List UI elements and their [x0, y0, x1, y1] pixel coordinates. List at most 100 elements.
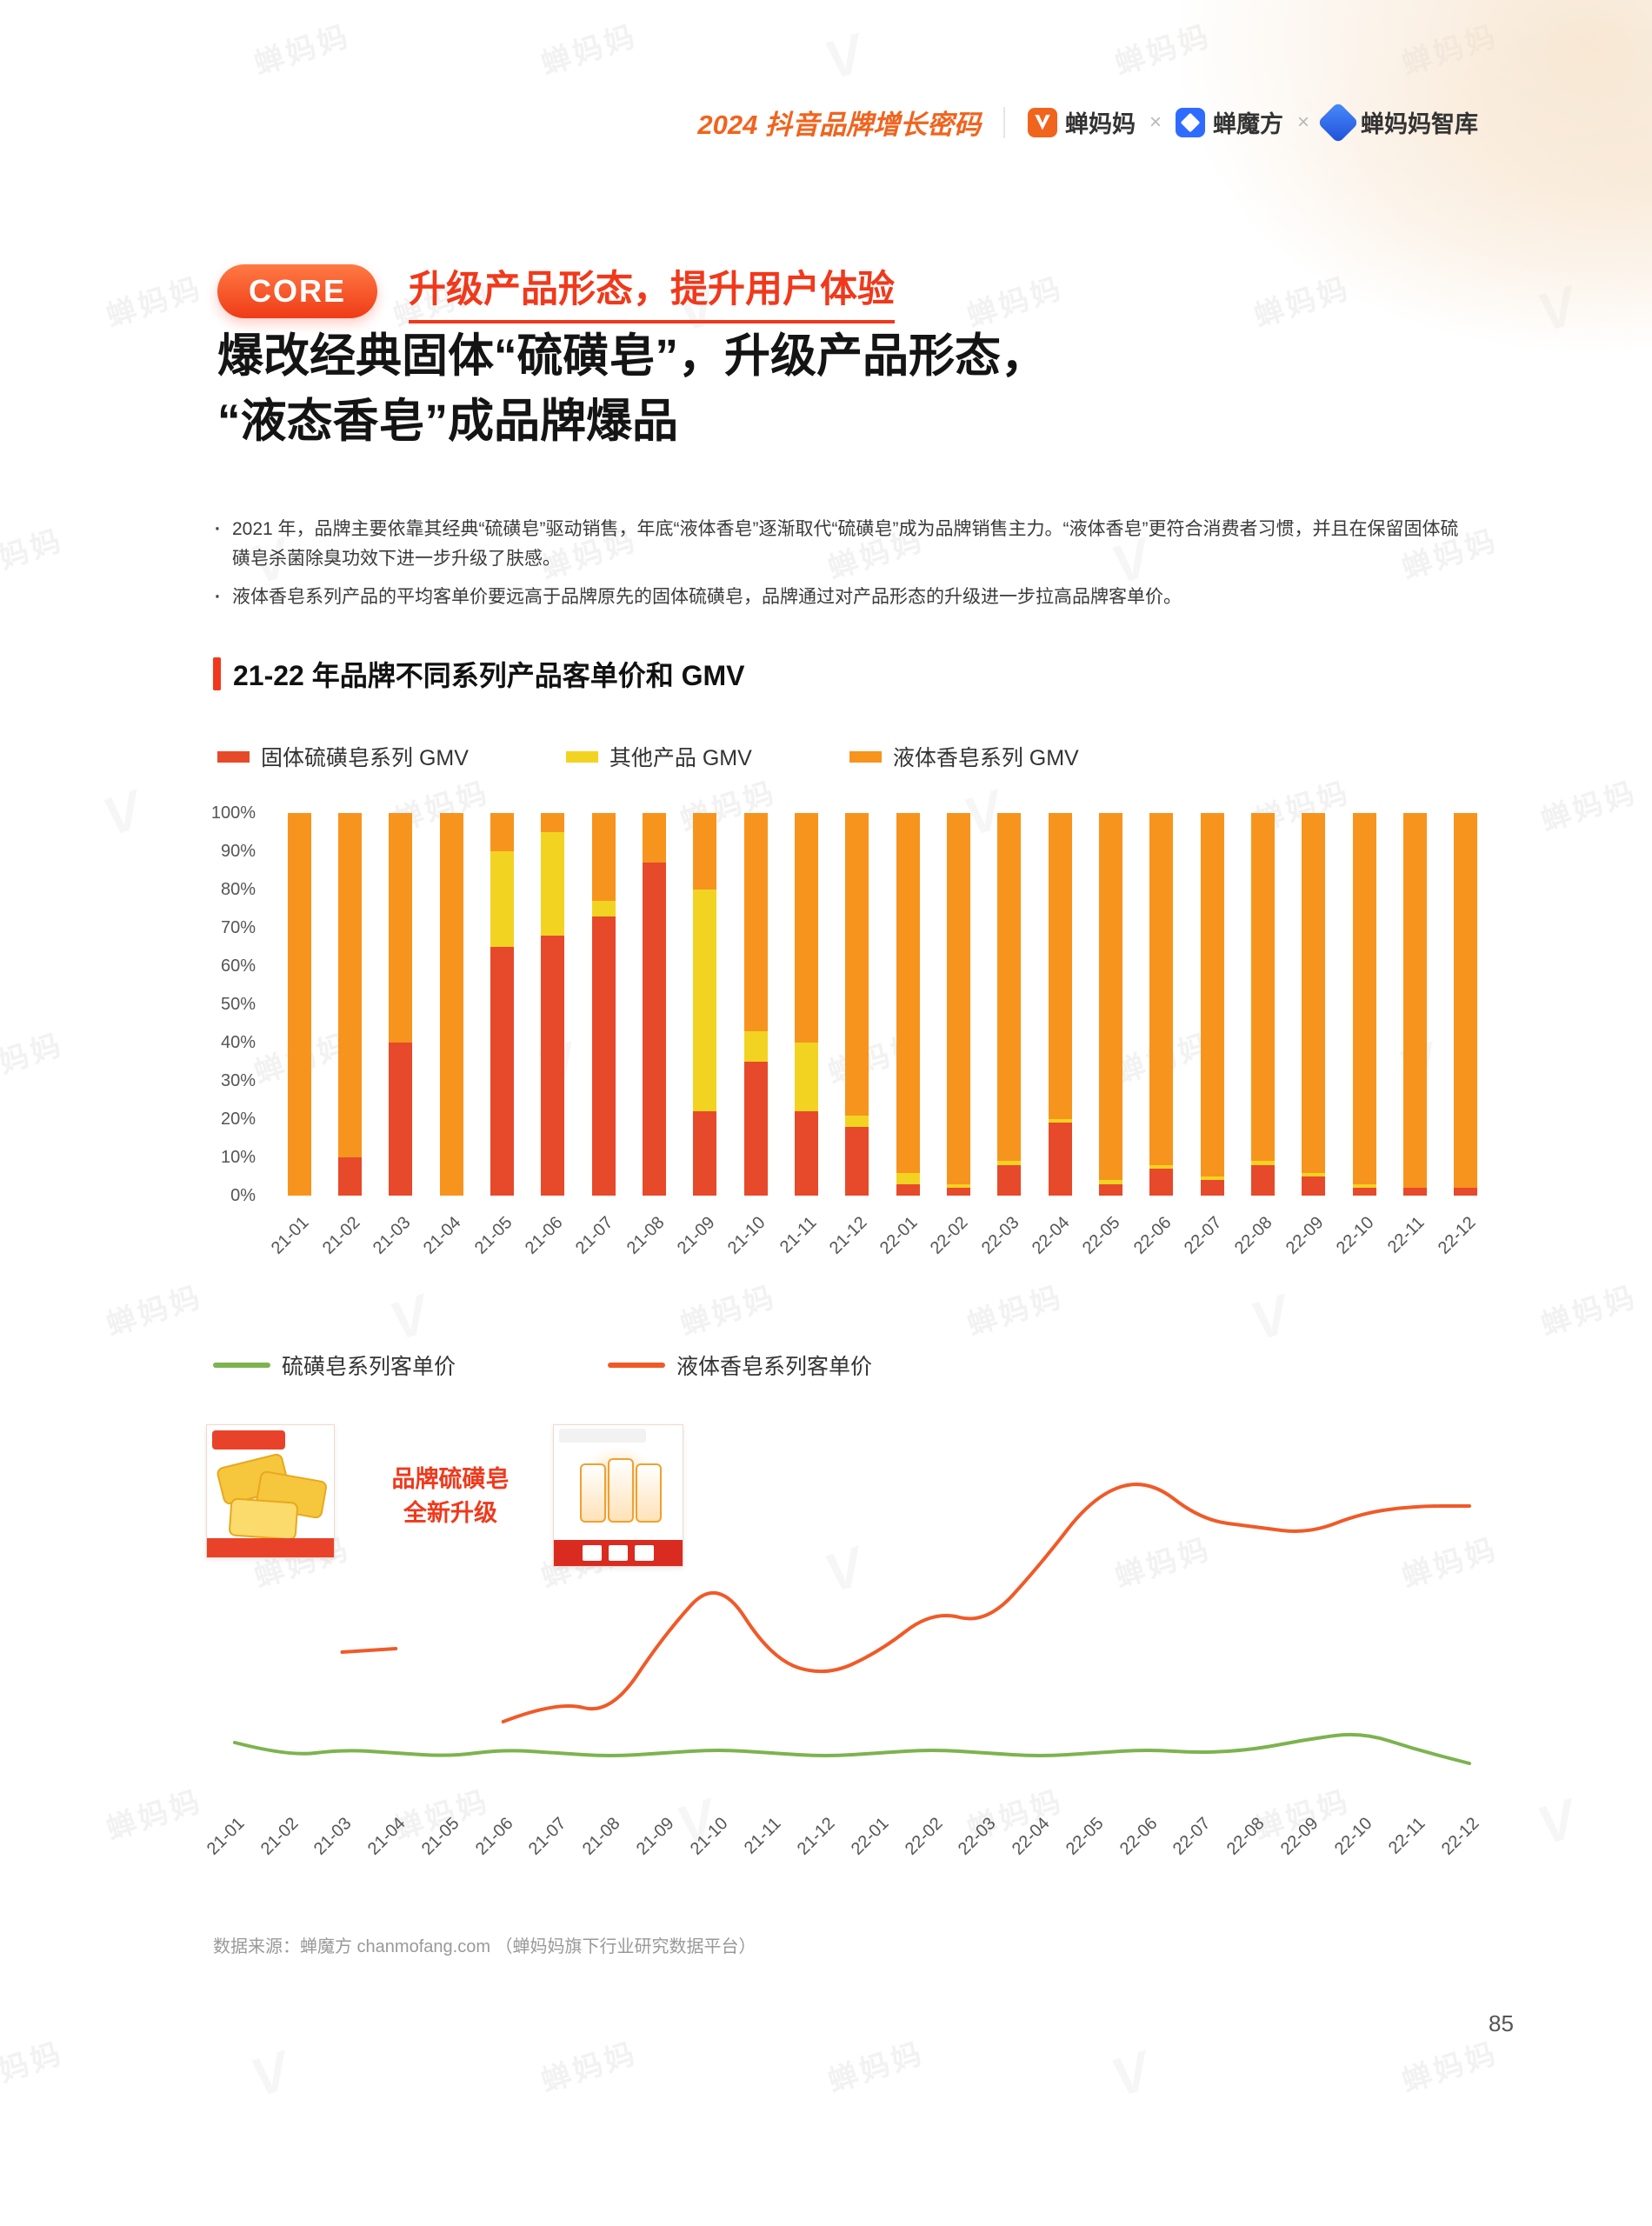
- stacked-bar-22-12: [1454, 813, 1478, 1196]
- x-tick: 22-11: [1384, 1213, 1429, 1257]
- x-tick: 21-02: [318, 1213, 364, 1258]
- x-tick: 21-12: [793, 1814, 839, 1859]
- bar-segment: [591, 916, 616, 1196]
- report-title: 2024 抖音品牌增长密码: [697, 110, 981, 140]
- line-chart-x-axis: 21-01 21-02 21-03 21-04 21-05 21-06 21-07 21-08…: [130, 1807, 1522, 1894]
- bottle-shape: [580, 1463, 606, 1523]
- y-tick: 80%: [220, 880, 256, 899]
- bar-segment: [743, 1030, 768, 1062]
- x-tick: 21-09: [673, 1213, 719, 1258]
- bar-segment: [794, 1111, 818, 1196]
- x-tick: 22-08: [1222, 1814, 1269, 1859]
- bar-segment: [794, 1043, 818, 1112]
- bottle-shape: [636, 1463, 662, 1523]
- watermark: 蝉妈妈: [103, 271, 208, 334]
- bar-slot: [933, 813, 983, 1196]
- bar-segment: [1200, 813, 1224, 1177]
- bar-segment: [997, 1161, 1022, 1165]
- bar-segment: [1352, 813, 1376, 1184]
- watermark: 蝉妈妈: [103, 1280, 208, 1343]
- bar-segment: [845, 813, 869, 1116]
- bar-segment: [743, 813, 768, 1031]
- x-tick: 22-10: [1330, 1814, 1376, 1859]
- bar-segment: [794, 813, 818, 1043]
- page-title: 爆改经典固体“硫磺皂”，升级产品形态， “液态香皂”成品牌爆品: [217, 323, 1047, 455]
- promo-footer-strip: [207, 1538, 334, 1557]
- upgrade-annotation-line2: 全新升级: [403, 1500, 497, 1527]
- stacked-bar-22-05: [1098, 813, 1122, 1196]
- bar-segment: [1250, 813, 1275, 1162]
- legend-label: 液体香皂系列 GMV: [892, 746, 1079, 770]
- bar-slot: [274, 813, 324, 1196]
- bar-segment: [389, 1043, 413, 1196]
- bar-slot: [1187, 813, 1237, 1196]
- bar-segment: [1402, 1188, 1427, 1196]
- legend-label: 液体香皂系列客单价: [676, 1355, 873, 1379]
- legend-label: 固体硫磺皂系列 GMV: [261, 746, 469, 770]
- watermark: V: [1104, 2039, 1161, 2109]
- x-tick: 21-10: [723, 1213, 769, 1258]
- watermark: V: [0, 1535, 13, 1605]
- legend-item: 液体香皂系列 GMV: [849, 741, 1079, 772]
- promo-header-strip: [559, 1429, 646, 1443]
- x-tick: 22-03: [955, 1814, 1000, 1859]
- bar-segment: [896, 1172, 920, 1184]
- page-title-line1: 爆改经典固体“硫磺皂”，升级产品形态，: [217, 330, 1047, 382]
- x-tick: 22-05: [1062, 1814, 1108, 1859]
- bar-segment: [693, 1111, 717, 1196]
- price-line-series-1: [340, 1647, 398, 1654]
- bar-segment: [1250, 1161, 1275, 1165]
- legend-item: 硫磺皂系列客单价: [213, 1350, 456, 1381]
- x-tick: 21-01: [268, 1213, 313, 1258]
- bar-segment: [642, 863, 666, 1196]
- bar-slot: [832, 813, 883, 1196]
- bar-segment: [997, 1164, 1022, 1196]
- upgrade-annotation: 品牌硫磺皂 全新升级: [363, 1463, 537, 1530]
- watermark: 蝉妈妈: [537, 2036, 643, 2099]
- bar-slot: [528, 813, 578, 1196]
- promo-chip: [635, 1545, 654, 1561]
- legend-swatch: [849, 750, 882, 763]
- core-badge: CORE: [217, 264, 378, 318]
- bar-segment: [389, 813, 413, 1043]
- bar-segment: [1048, 1123, 1072, 1196]
- brand-chanmofang: 蝉魔方: [1175, 105, 1283, 139]
- bullet-list: 2021 年，品牌主要依靠其经典“硫磺皂”驱动销售，年底“液体香皂”逐渐取代“硫…: [213, 515, 1474, 621]
- bar-segment: [1048, 1119, 1072, 1123]
- x-tick: 21-07: [525, 1814, 570, 1859]
- bar-segment: [946, 813, 970, 1184]
- promo-chip: [609, 1545, 628, 1561]
- bar-slot: [730, 813, 781, 1196]
- core-section: CORE 升级产品形态，提升用户体验: [217, 259, 896, 323]
- bar-segment: [1454, 1188, 1478, 1196]
- legend-item: 其他产品 GMV: [565, 741, 752, 772]
- watermark: 蝉妈妈: [250, 19, 356, 82]
- stacked-bar-21-11: [794, 813, 818, 1196]
- watermark: V: [1530, 1787, 1587, 1857]
- legend-swatch: [217, 750, 250, 763]
- brand-separator: ×: [1149, 110, 1162, 134]
- stacked-bar-21-07: [591, 813, 616, 1196]
- watermark: 蝉妈妈: [0, 1028, 69, 1090]
- watermark: V: [817, 22, 874, 92]
- stacked-bar-21-01: [287, 813, 311, 1196]
- y-tick: 10%: [220, 1148, 256, 1167]
- x-tick: 22-02: [927, 1213, 973, 1258]
- bar-segment: [1149, 1164, 1174, 1170]
- watermark: 蝉妈妈: [824, 2036, 929, 2099]
- y-tick: 30%: [220, 1071, 256, 1090]
- bar-segment: [287, 813, 311, 1196]
- y-tick: 60%: [220, 956, 256, 976]
- bar-segment: [997, 813, 1022, 1162]
- brand-chanmama: 蝉妈妈: [1027, 105, 1136, 139]
- x-tick: 22-06: [1116, 1814, 1162, 1859]
- core-subtitle: 升级产品形态，提升用户体验: [409, 259, 896, 323]
- bar-segment: [1302, 813, 1326, 1173]
- bar-segment: [1352, 1188, 1376, 1196]
- stacked-bar-22-10: [1352, 813, 1376, 1196]
- bar-slot: [883, 813, 933, 1196]
- bar-segment: [1098, 1180, 1122, 1184]
- x-tick: 22-12: [1437, 1814, 1483, 1859]
- x-tick: 21-06: [521, 1213, 567, 1258]
- x-tick: 21-08: [578, 1814, 624, 1859]
